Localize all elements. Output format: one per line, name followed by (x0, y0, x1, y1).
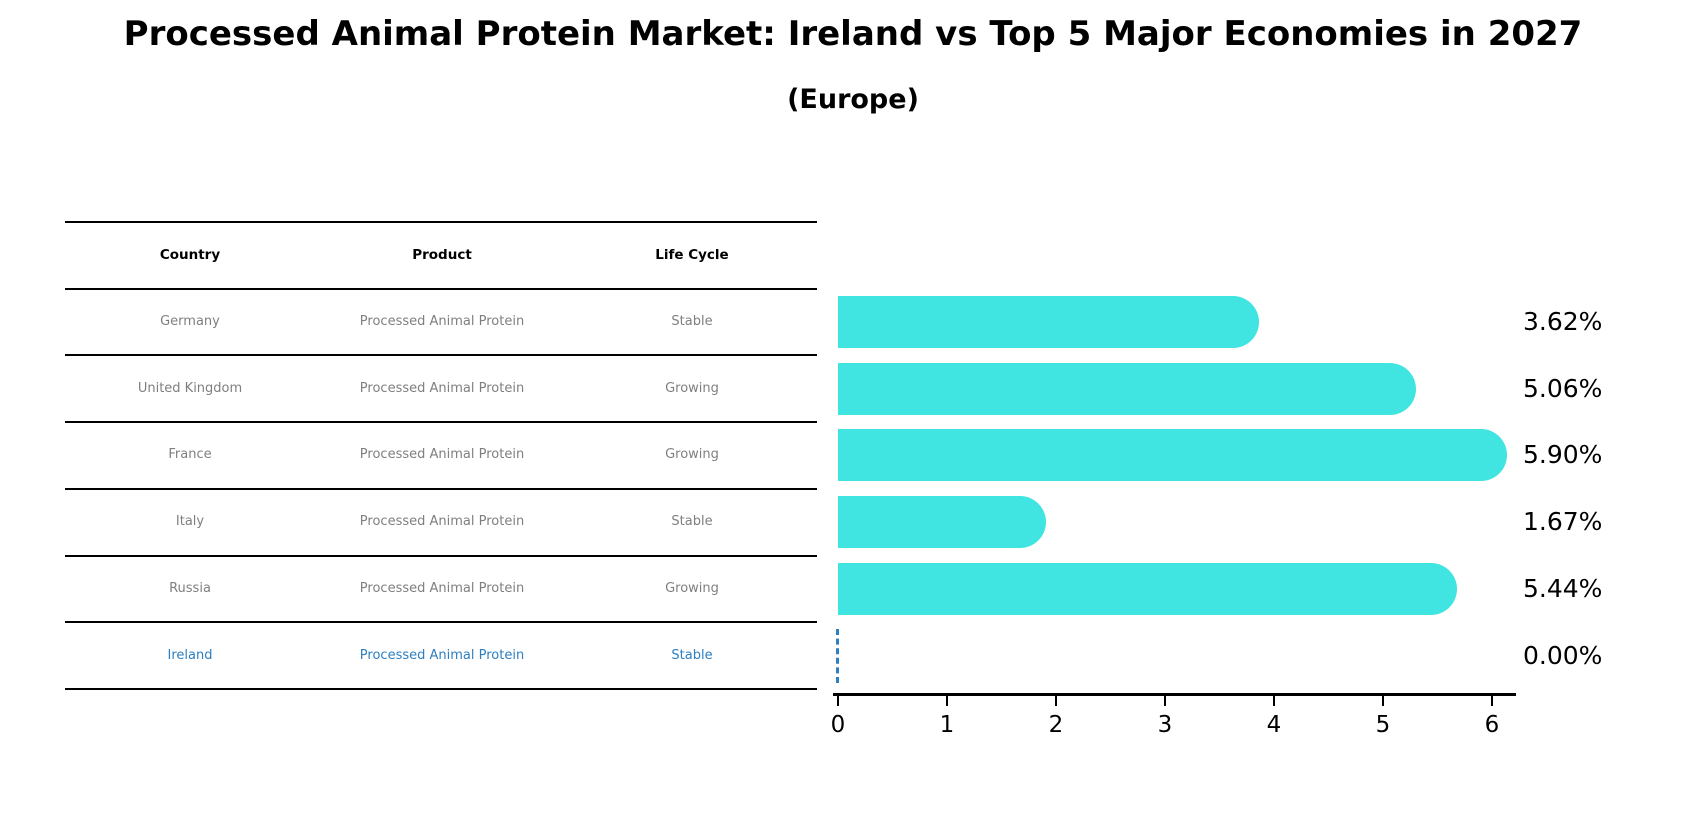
x-axis-tick-label: 0 (830, 712, 846, 738)
chart-subtitle: (Europe) (787, 84, 919, 115)
x-axis-tick (1273, 696, 1275, 706)
bar-united-kingdom (838, 362, 1416, 415)
table-cell-product: Processed Animal Protein (359, 380, 525, 396)
table-cell-life-cycle: Growing (665, 380, 719, 396)
zero-value-marker-ireland (836, 628, 839, 683)
table-cell-life-cycle: Growing (665, 447, 719, 463)
bar-france (838, 429, 1508, 482)
table-cell-life-cycle: Stable (671, 314, 713, 330)
table-cell-country: Russia (169, 580, 211, 596)
table-cell-country: France (168, 447, 212, 463)
x-axis-tick-label: 1 (939, 712, 955, 738)
x-axis-tick (837, 696, 839, 706)
x-axis-tick-label: 4 (1266, 712, 1282, 738)
bar-italy (838, 496, 1047, 549)
chart-title: Processed Animal Protein Market: Ireland… (123, 14, 1583, 54)
table-cell-life-cycle: Growing (665, 580, 719, 596)
value-label: 3.62% (1523, 307, 1603, 337)
table-rule (65, 354, 817, 357)
table-cell-product: Processed Animal Protein (359, 514, 525, 530)
table-rule (65, 688, 817, 690)
bar-russia (838, 562, 1457, 615)
x-axis-tick-label: 6 (1484, 712, 1500, 738)
column-header: Product (412, 247, 472, 264)
value-label: 5.44% (1523, 573, 1603, 603)
table-cell-product: Processed Animal Protein (359, 447, 525, 463)
bar-germany (838, 296, 1259, 349)
table-rule (65, 554, 817, 557)
column-header: Country (159, 247, 221, 264)
table-rule (65, 287, 817, 290)
table-cell-product: Processed Animal Protein (359, 314, 525, 330)
table-rule (65, 221, 817, 223)
table-cell-country: Germany (160, 314, 220, 330)
value-label: 1.67% (1523, 507, 1603, 537)
x-axis-tick (946, 696, 948, 706)
value-label: 5.90% (1523, 440, 1603, 470)
x-axis-tick-label: 2 (1048, 712, 1064, 738)
table-rule (65, 621, 817, 624)
x-axis-tick (1055, 696, 1057, 706)
table-rule (65, 421, 817, 424)
value-label: 0.00% (1523, 640, 1603, 670)
table-cell-country: Ireland (167, 647, 213, 663)
table-cell-country: Italy (175, 514, 205, 530)
value-label: 5.06% (1523, 373, 1603, 403)
x-axis-line (833, 693, 1516, 696)
table-cell-country: United Kingdom (137, 380, 243, 396)
x-axis-tick-label: 5 (1375, 712, 1391, 738)
column-header: Life Cycle (655, 247, 729, 264)
table-rule (65, 487, 817, 490)
x-axis-tick (1382, 696, 1384, 706)
table-cell-product: Processed Animal Protein (359, 580, 525, 596)
x-axis-tick (1164, 696, 1166, 706)
table-cell-life-cycle: Stable (671, 514, 713, 530)
table-cell-life-cycle: Stable (671, 647, 713, 663)
table-cell-product: Processed Animal Protein (359, 647, 525, 663)
x-axis-tick (1491, 696, 1493, 706)
x-axis-tick-label: 3 (1157, 712, 1173, 738)
